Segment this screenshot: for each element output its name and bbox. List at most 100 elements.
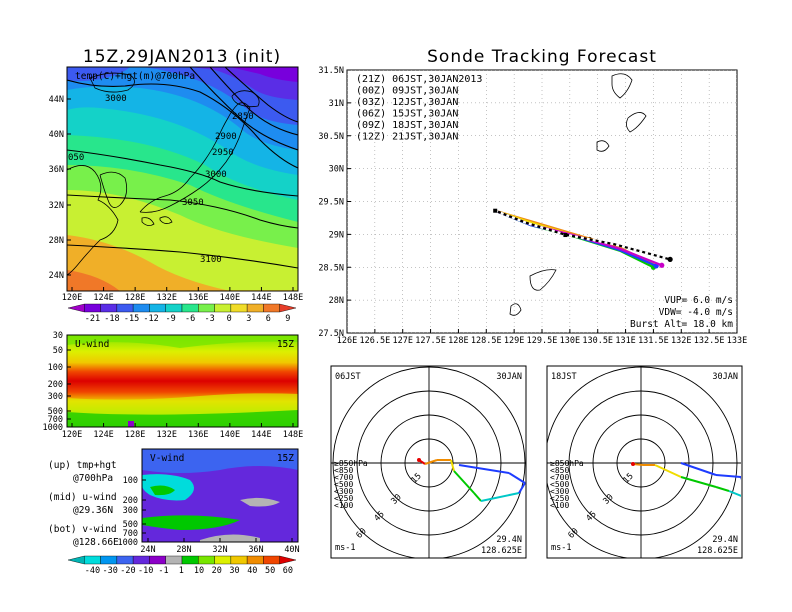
colorbar-swatch bbox=[230, 555, 248, 565]
colorbar-swatch bbox=[214, 555, 232, 565]
colorbar-label: -30 bbox=[103, 566, 118, 576]
tick-label: 200 bbox=[123, 496, 138, 506]
note-line: (up) tmp+hgt bbox=[48, 460, 117, 471]
colorbar-swatch bbox=[132, 303, 150, 313]
hodograph-lat: 29.4N bbox=[712, 535, 738, 545]
colorbar-swatch bbox=[230, 303, 248, 313]
colorbar-label: -20 bbox=[120, 566, 135, 576]
tick-label: 132E bbox=[156, 430, 176, 440]
colorbar-label: -15 bbox=[124, 314, 139, 324]
tick-label: 144E bbox=[251, 293, 271, 303]
hodograph-segment bbox=[715, 486, 730, 492]
tick-label: 131.5E bbox=[638, 336, 669, 346]
tick-label: 28N bbox=[329, 296, 344, 306]
tick-label: 44N bbox=[49, 95, 64, 105]
tick-label: 500 bbox=[48, 407, 63, 417]
hodograph-segment bbox=[654, 464, 682, 478]
u-lon-ticks: 120E 124E 128E 132E 136E 140E 144E 148E bbox=[62, 423, 303, 440]
tick-label: 140E bbox=[220, 293, 240, 303]
track-series bbox=[493, 208, 673, 270]
legend-entry: (00Z) 09JST,30JAN bbox=[356, 86, 458, 97]
tick-label: 127E bbox=[392, 336, 412, 346]
colorbar-swatch bbox=[263, 303, 280, 313]
colorbar-label: 3 bbox=[246, 314, 251, 324]
colorbar-label: -40 bbox=[85, 566, 100, 576]
contour-label: 2850 bbox=[232, 112, 254, 122]
colorbar-label: -10 bbox=[138, 566, 153, 576]
tick-label: 29N bbox=[329, 230, 344, 240]
tick-label: 32N bbox=[49, 201, 64, 211]
hodograph-segment bbox=[450, 459, 455, 472]
colorbar-label: 9 bbox=[285, 314, 290, 324]
plev-legend: <100 bbox=[550, 501, 569, 510]
plev-legend: <700 bbox=[334, 473, 353, 482]
tick-label: 24N bbox=[140, 545, 155, 555]
tick-label: 129.5E bbox=[527, 336, 558, 346]
v-lat-ticks: 24N 28N 32N 36N 40N bbox=[140, 538, 300, 555]
tick-label: 40N bbox=[49, 130, 64, 140]
colorbar-swatch bbox=[198, 303, 215, 313]
tick-label: 24N bbox=[49, 271, 64, 281]
tick-label: 300 bbox=[123, 506, 138, 516]
tick-label: 132E bbox=[671, 336, 691, 346]
tick-label: 36N bbox=[49, 165, 64, 175]
plev-legend: <250 bbox=[550, 494, 569, 503]
tick-label: 129E bbox=[504, 336, 524, 346]
tick-label: 120E bbox=[62, 293, 82, 303]
hodograph-segment bbox=[458, 464, 510, 474]
tick-label: 136E bbox=[188, 293, 208, 303]
map-lat-ticks: 44N 40N 36N 32N 28N 24N bbox=[49, 95, 71, 281]
legend-entry: (21Z) 06JST,30JAN2013 bbox=[356, 74, 482, 85]
burst-point bbox=[563, 233, 568, 238]
tick-label: 300 bbox=[48, 392, 63, 402]
tick-label: 32N bbox=[212, 545, 227, 555]
colorbar-swatch bbox=[149, 555, 166, 565]
track-lon-ticks: 126E 126.5E 127E 127.5E 128E 128.5E 129E 129.5E… bbox=[337, 329, 747, 346]
track-lat-ticks: 31.5N 31N 30.5N 30N 29.5N 29N 28.5N 28N 27.5N bbox=[318, 66, 351, 339]
tick-label: 36N bbox=[248, 545, 263, 555]
colorbar-swatch bbox=[279, 555, 297, 565]
tick-label: 136E bbox=[188, 430, 208, 440]
contour-label: 3000 bbox=[105, 94, 127, 104]
hodograph-date: 30JAN bbox=[712, 372, 738, 382]
plev-legend: ≥850hPa bbox=[334, 459, 368, 468]
u-wind-time: 15Z bbox=[277, 339, 294, 350]
hodograph-segment bbox=[473, 492, 482, 502]
temp-height-map: temp(C)+hgt(m)@700hPa 3000 2850 2900 295… bbox=[49, 66, 303, 303]
colorbar-label: -1 bbox=[158, 566, 168, 576]
hodograph-segment bbox=[508, 472, 526, 484]
note-line: @700hPa bbox=[73, 473, 113, 484]
colorbar-swatch bbox=[67, 555, 85, 565]
colorbar-label: 10 bbox=[194, 566, 204, 576]
colorbar-swatch bbox=[181, 303, 199, 313]
colorbar-label: 20 bbox=[212, 566, 222, 576]
left-title: 15Z,29JAN2013 (init) bbox=[83, 47, 281, 67]
u-wind-label: U-wind bbox=[75, 339, 109, 350]
tick-label: 132E bbox=[156, 293, 176, 303]
plev-legend: <850 bbox=[550, 466, 569, 475]
tick-label: 1000 bbox=[43, 423, 63, 433]
colorbar-swatch bbox=[246, 303, 264, 313]
plev-legend: <250 bbox=[334, 494, 353, 503]
contour-label: 050 bbox=[68, 153, 84, 163]
tick-label: 131E bbox=[615, 336, 635, 346]
hodograph-time: 18JST bbox=[551, 372, 577, 382]
contour-label: 2950 bbox=[212, 148, 234, 158]
legend-entry: (12Z) 21JST,30JAN bbox=[356, 132, 458, 143]
track-endpoint bbox=[659, 262, 665, 268]
hodograph-segment bbox=[728, 490, 741, 497]
hodograph-lon: 128.625E bbox=[697, 546, 738, 556]
tick-label: 700 bbox=[123, 529, 138, 539]
tick-label: 29.5N bbox=[318, 198, 344, 208]
note-line: (bot) v-wind bbox=[48, 524, 117, 535]
tick-label: 30 bbox=[53, 331, 63, 341]
colorbar-swatch bbox=[263, 555, 280, 565]
colorbar-label: 6 bbox=[266, 314, 271, 324]
colorbar-label: -12 bbox=[143, 314, 158, 324]
param-line: Burst Alt= 18.0 km bbox=[630, 319, 733, 330]
